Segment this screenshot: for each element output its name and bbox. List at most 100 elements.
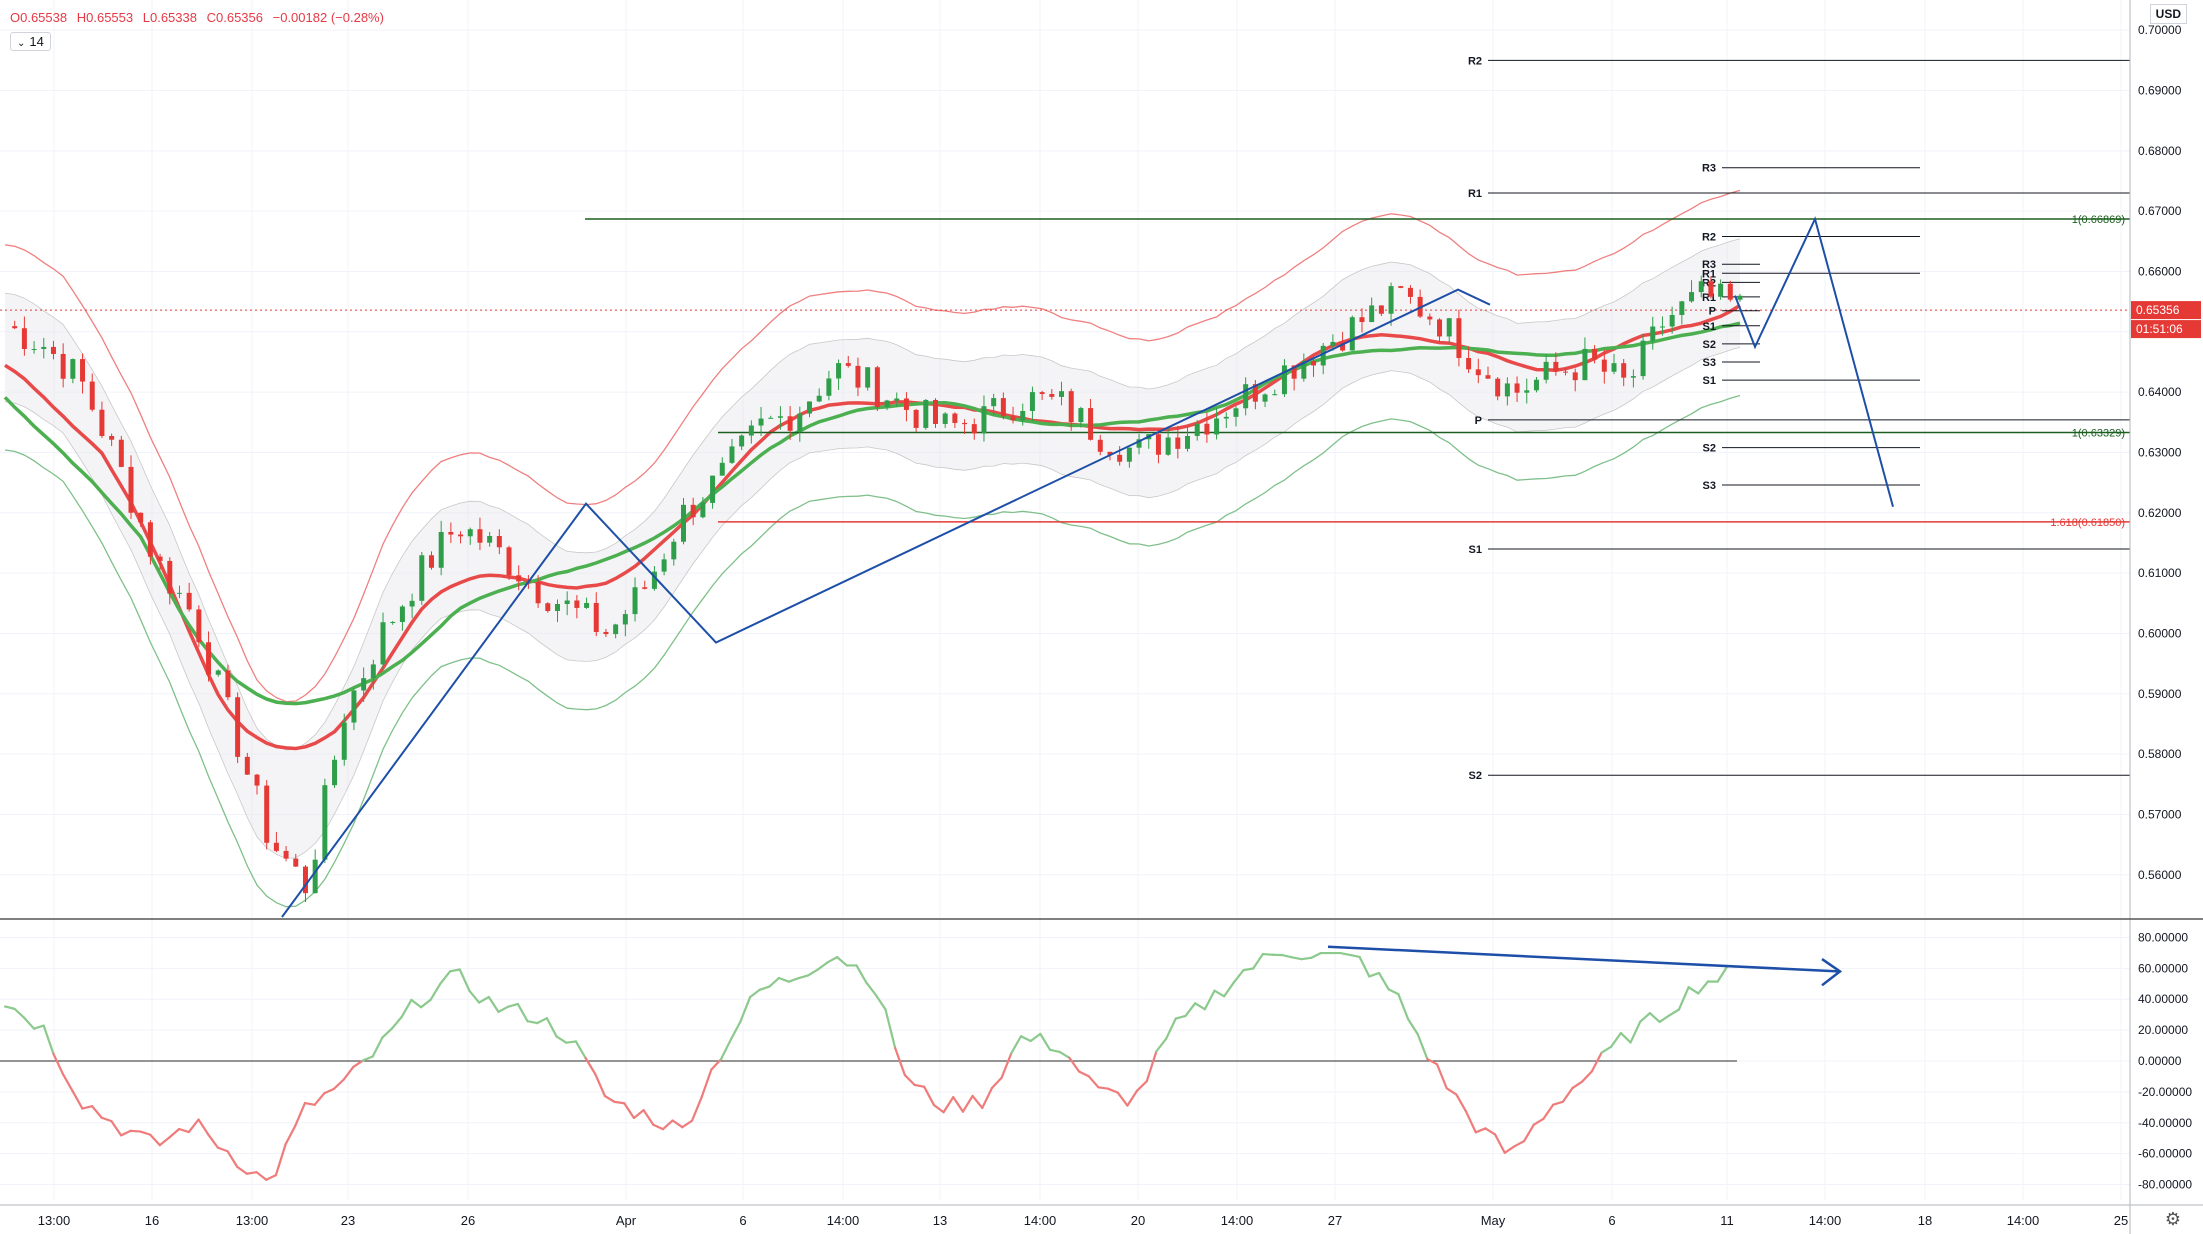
oscillator-segment [207,1133,219,1149]
oscillator-segment [729,1020,742,1041]
oscillator-segment [1116,1091,1129,1107]
candle-body [1233,408,1239,417]
oscillator-segment [187,1118,200,1134]
oscillator-segment [245,1171,258,1175]
candle-body [1543,361,1549,380]
candle-body [942,413,948,424]
candle-body [1718,283,1724,297]
inner-lower-line [4,346,1741,859]
candle-body [1533,379,1539,391]
candle-body [797,413,803,431]
candle-body [700,502,706,518]
oscillator-segment [1532,1117,1545,1126]
candle-body [1708,281,1714,297]
last-price-tag [2131,301,2201,320]
oscillator-segment [178,1127,190,1134]
oscillator-segment [23,1016,36,1030]
oscillator-segment [1261,952,1274,956]
candle-body [448,531,454,535]
oscillator-segment [1697,980,1710,995]
oscillator-segment [429,982,442,1001]
candle-body [428,555,434,568]
candle-body [1068,391,1074,423]
candle-body [312,859,318,894]
candle-body [293,858,299,867]
oscillator-segment [507,1002,519,1008]
pivot-level-label: S1 [1703,321,1716,333]
harmonic-pattern-drawing[interactable] [281,216,1894,918]
candle-body [138,512,144,523]
candle-body [933,399,939,424]
candle-body [1378,305,1384,314]
oscillator-segment [1077,1070,1090,1078]
candle-body [438,531,444,568]
candle-body [584,602,590,608]
indicator-length-badge[interactable]: ⌄ 14 [10,32,51,51]
candle-body [1262,394,1268,402]
candle-body [855,365,861,388]
oscillator-segment [903,1073,916,1086]
oscillator-segment [1610,1031,1622,1048]
oscillator-segment [400,998,413,1018]
candle-body [1320,345,1326,366]
candle-body [1155,434,1161,455]
oscillator-segment [913,1083,926,1088]
time-tick-label: Apr [616,1213,637,1228]
pivot-level-label: R3 [1702,259,1716,271]
oscillator-segment [1629,1020,1642,1044]
candle-body [952,413,958,423]
time-tick-label: 14:00 [1221,1213,1254,1228]
candle-body [1010,416,1016,421]
currency-label[interactable]: USD [2149,4,2187,24]
time-tick-label: 18 [1918,1213,1932,1228]
candle-body [1466,357,1472,370]
time-tick-label: 14:00 [827,1213,860,1228]
candle-body [1398,286,1404,288]
candle-body [1059,391,1065,397]
candle-body [322,785,328,860]
oscillator-segment [1406,1017,1419,1036]
candle-body [1679,301,1685,315]
candle-body [651,571,657,589]
candle-body [632,587,638,615]
oscillator-segment [1658,1014,1671,1024]
pivot-level-label: S3 [1703,357,1716,369]
oscillator-segment [894,1047,906,1077]
oscillator-segment [149,1133,161,1147]
oscillator-segment [120,1129,132,1137]
candle-body [991,398,997,407]
oscillator-segment [739,996,752,1023]
candle-body [1214,418,1220,435]
candle-body [225,670,231,698]
oscillator-segment [1484,1127,1497,1136]
pattern-leg [281,288,1491,918]
candle-body [147,522,153,557]
candle-body [1611,363,1617,372]
slow-ma-red [4,303,1741,751]
oscillator-segment [932,1103,945,1114]
oscillator-segment [52,1052,65,1076]
candle-body [1097,439,1103,452]
fib-level-label: 1(0.63329) [2072,428,2125,440]
candle-body [118,439,124,467]
oscillator-segment [1435,1063,1448,1090]
time-tick-label: 27 [1328,1213,1342,1228]
candle-body [1223,416,1229,419]
candle-body [390,621,396,623]
gear-icon[interactable]: ⚙ [2164,1209,2181,1229]
candle-body [613,624,619,635]
candle-body [1388,286,1394,314]
oscillator-segment [110,1120,123,1137]
oscillator-segment [71,1090,84,1110]
oscillator-segment [1397,992,1410,1021]
pivot-level-label: S2 [1703,339,1716,351]
oscillator-segment [1310,951,1323,959]
time-tick-label: 6 [1608,1213,1615,1228]
candle-body [254,774,260,786]
oscillator-segment [671,1119,684,1129]
oscillator-segment [90,1105,103,1119]
projected-path [1734,216,1894,508]
oscillator-segment [323,1087,336,1095]
countdown-tag [2131,320,2201,339]
